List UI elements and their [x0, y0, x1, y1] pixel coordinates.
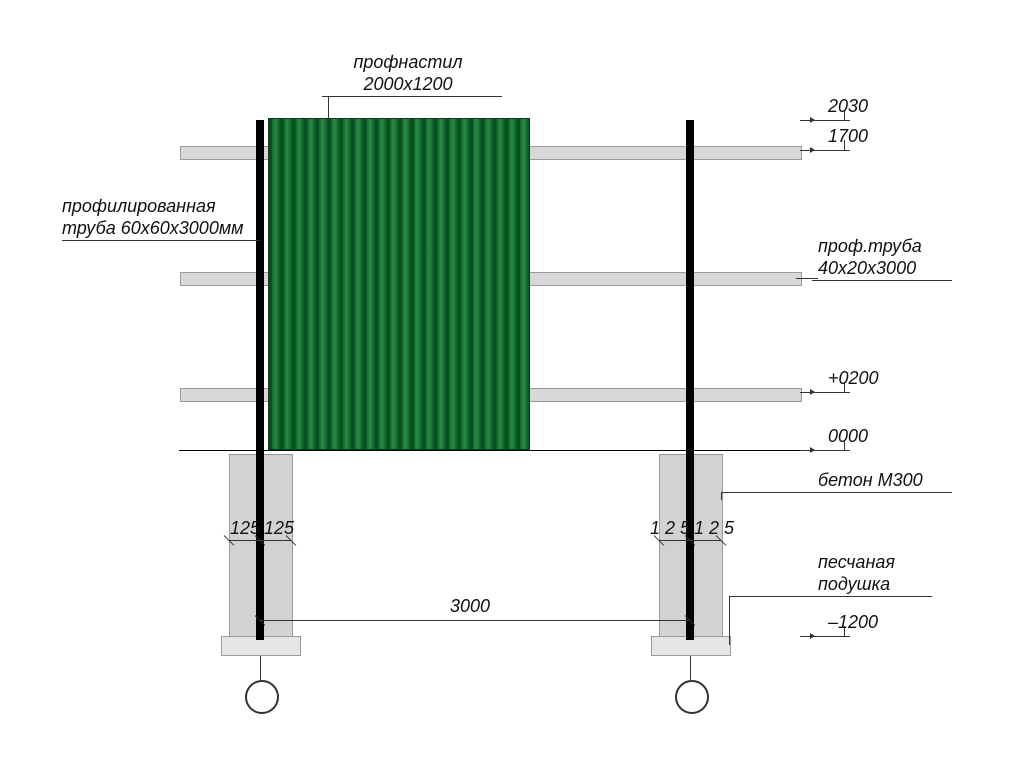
- elev-0200-label: +0200: [828, 368, 879, 390]
- elev-0000-label: 0000: [828, 426, 868, 448]
- ground-line: [179, 450, 831, 451]
- panel-title-under: [322, 96, 502, 97]
- axis-circle-1: [675, 680, 709, 714]
- rail-leader: [796, 278, 818, 279]
- span-dim-line: [260, 620, 690, 621]
- rail-label-under: [812, 280, 952, 281]
- found-dim-right-r: 1 2 5: [694, 518, 734, 540]
- elev-0000-base: [800, 450, 850, 451]
- panel-title-2: 2000х1200: [328, 74, 488, 96]
- concrete-label: бетон М300: [818, 470, 923, 492]
- elev-2030-arrow: [810, 117, 815, 123]
- found-dim-left-r: 125: [264, 518, 294, 540]
- corrugated-panel: [268, 118, 530, 450]
- sand-under: [812, 596, 932, 597]
- vertical-post-0: [256, 120, 264, 640]
- rail-label-2: 40х20х3000: [818, 258, 916, 280]
- rail-label-1: проф.труба: [818, 236, 922, 258]
- elev-m1200-arrow: [810, 633, 815, 639]
- span-label: 3000: [450, 596, 490, 618]
- post-label-2: труба 60х60х3000мм: [62, 218, 244, 240]
- elev-0200-base: [800, 392, 850, 393]
- post-label-1: профилированная: [62, 196, 216, 218]
- found-dim-left-l: 125: [189, 518, 260, 540]
- elev-1700-arrow: [810, 147, 815, 153]
- sand-label-1: песчаная: [818, 552, 895, 574]
- post-label-under: [62, 240, 254, 241]
- elev-0000-arrow: [810, 447, 815, 453]
- panel-leader: [328, 96, 329, 128]
- elev-2030-base: [800, 120, 850, 121]
- concrete-under: [812, 492, 952, 493]
- concrete-leader-h: [721, 492, 818, 493]
- axis-stem-1: [690, 656, 691, 680]
- elev-m1200-base: [800, 636, 850, 637]
- concrete-leader-v: [721, 492, 722, 500]
- sand-leader-h: [729, 596, 818, 597]
- found-dim-right-l: 1 2 5: [619, 518, 690, 540]
- sand-label-2: подушка: [818, 574, 890, 596]
- elev-m1200-label: –1200: [828, 612, 878, 634]
- axis-stem-0: [260, 656, 261, 680]
- elev-0200-arrow: [810, 389, 815, 395]
- elev-1700-base: [800, 150, 850, 151]
- vertical-post-1: [686, 120, 694, 640]
- elev-1700-label: 1700: [828, 126, 868, 148]
- diagram-stage: 3000 125125 1 2 51 2 5 2030 1700 +0200 0000 –12…: [0, 0, 1024, 768]
- elev-2030-label: 2030: [828, 96, 868, 118]
- axis-circle-0: [245, 680, 279, 714]
- sand-leader-v: [729, 596, 730, 645]
- post-leader-h: [254, 240, 260, 241]
- panel-title-1: профнастил: [328, 52, 488, 74]
